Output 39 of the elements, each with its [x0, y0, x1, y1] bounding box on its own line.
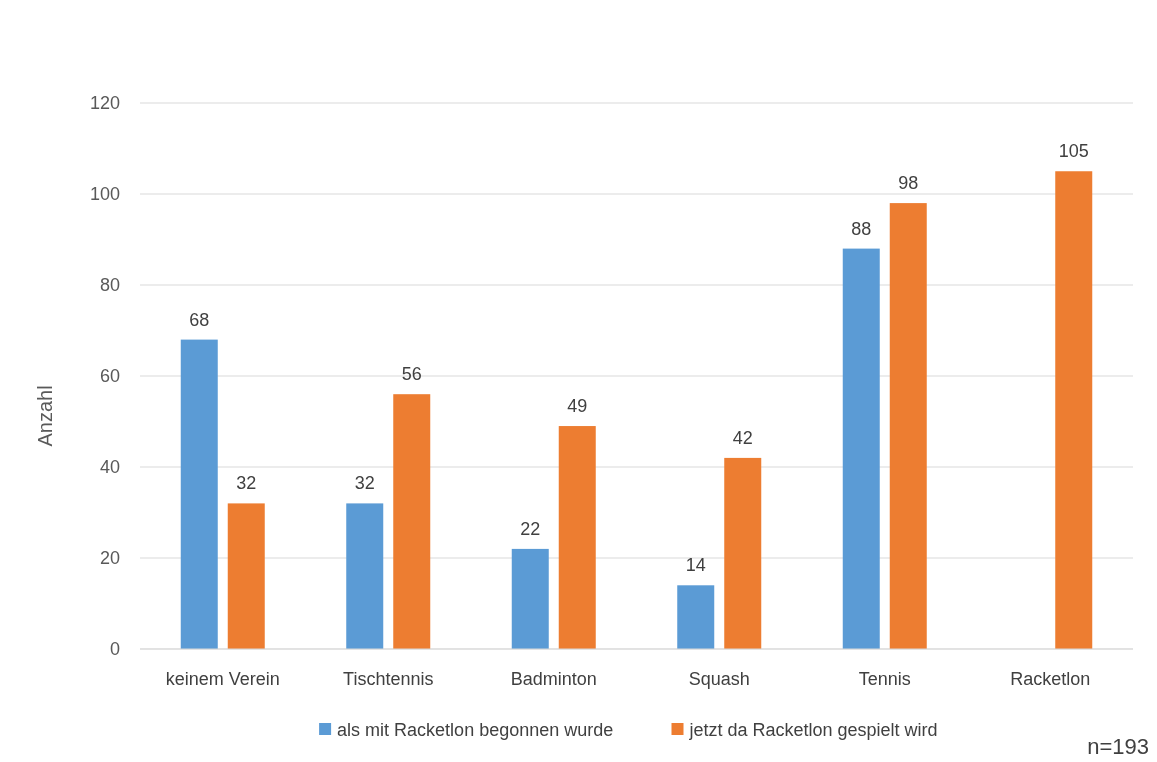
- bar: [677, 585, 715, 649]
- text: n=193: [1087, 734, 1149, 759]
- data-label: 32: [236, 473, 257, 494]
- legend-label: als mit Racketlon begonnen wurde: [337, 720, 614, 741]
- x-tick-label: Badminton: [510, 669, 597, 689]
- data-label: 42: [732, 427, 753, 448]
- y-tick-label: 0: [109, 639, 120, 660]
- bar: [724, 457, 762, 649]
- data-label: 49: [567, 396, 588, 417]
- y-axis-title: Anzahl: [34, 385, 56, 447]
- bar: [558, 426, 596, 649]
- y-tick-label: 20: [99, 548, 120, 569]
- bar: [842, 248, 880, 649]
- bar: [180, 339, 218, 649]
- data-label: 88: [851, 218, 872, 239]
- data-label: 56: [401, 364, 422, 385]
- bar: [346, 503, 384, 649]
- bar: [511, 548, 549, 649]
- bar: [1055, 171, 1093, 649]
- data-label: 22: [520, 518, 541, 539]
- data-label: 32: [354, 473, 375, 494]
- x-tick-label: Tennis: [858, 669, 911, 689]
- data-label: 68: [189, 309, 210, 330]
- bar: [227, 503, 265, 649]
- y-tick-label: 100: [89, 184, 120, 205]
- x-tick-label: Tischtennis: [343, 669, 434, 689]
- data-label: 105: [1058, 141, 1089, 162]
- bar: [393, 394, 431, 649]
- bar: [889, 203, 927, 649]
- x-tick-label: keinem Verein: [165, 669, 280, 689]
- x-tick-label: Squash: [688, 669, 750, 689]
- y-tick-label: 60: [99, 366, 120, 387]
- data-label: 98: [898, 173, 919, 194]
- y-tick-label: 80: [99, 275, 120, 296]
- y-tick-label: 120: [89, 93, 120, 114]
- x-tick-label: Racketlon: [1010, 669, 1091, 689]
- data-label: 14: [685, 555, 706, 576]
- legend-label: jetzt da Racketlon gespielt wird: [688, 720, 938, 741]
- y-tick-label: 40: [99, 457, 120, 478]
